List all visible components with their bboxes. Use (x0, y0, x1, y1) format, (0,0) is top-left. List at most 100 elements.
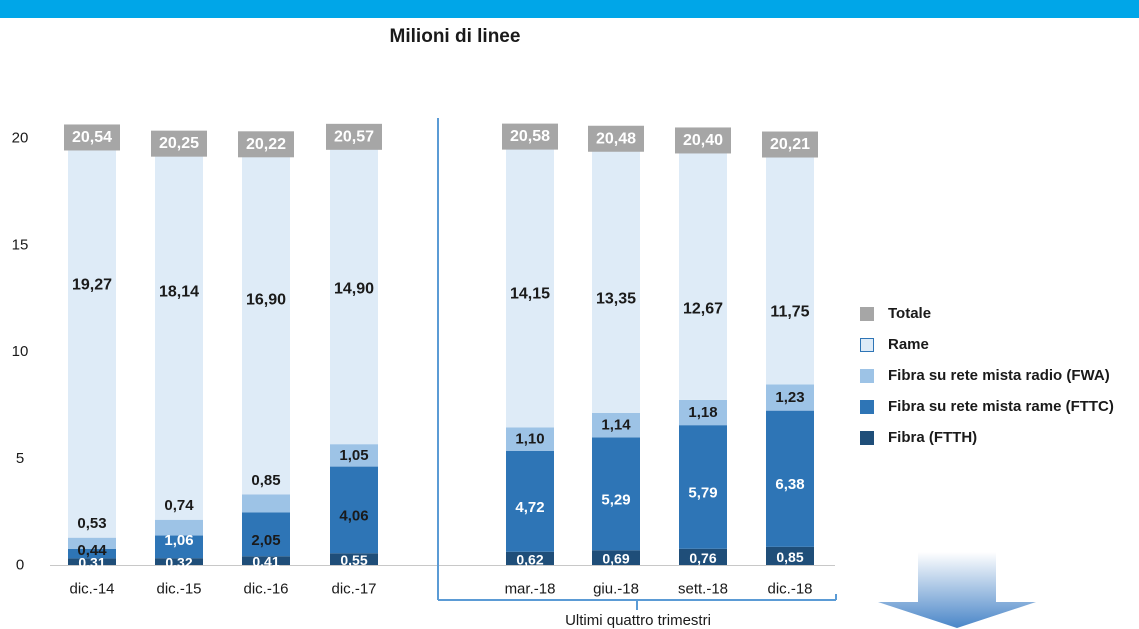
data-label-rame: 19,27 (72, 277, 112, 294)
legend-item-fwa: Fibra su rete mista radio (FWA) (860, 360, 1114, 391)
data-label-ftth: 0,31 (78, 555, 105, 571)
data-label-ftth: 0,32 (165, 555, 192, 571)
bar-segment-fttc (506, 450, 554, 552)
legend-label-ftth: Fibra (FTTH) (888, 429, 978, 446)
total-data-label: 20,54 (72, 129, 112, 146)
legend-label-totale: Totale (888, 305, 932, 322)
data-label-fwa: 1,23 (775, 389, 804, 406)
total-data-label: 20,21 (770, 136, 810, 153)
data-label-ftth: 0,55 (340, 552, 367, 568)
data-label-rame: 14,90 (334, 281, 374, 298)
x-tick-label: giu.-18 (593, 581, 639, 598)
data-label-fwa: 1,14 (601, 417, 631, 434)
bar-segment-fttc (679, 425, 727, 549)
bar-segment-ftth (506, 551, 554, 565)
legend-swatch-totale (860, 306, 874, 321)
bar-segment-ftth (679, 548, 727, 565)
total-label-box (502, 123, 558, 150)
bar-segment-fttc (766, 410, 814, 547)
total-data-label: 20,58 (510, 128, 550, 145)
total-label-box (326, 123, 382, 150)
legend-swatch-ftth (860, 430, 874, 445)
x-tick-label: sett.-18 (678, 581, 728, 598)
legend-item-ftth: Fibra (FTTH) (860, 422, 1114, 453)
data-label-fwa: 1,05 (339, 447, 368, 464)
total-data-label: 20,25 (159, 135, 199, 152)
bar-segment-fwa (330, 444, 378, 467)
legend-swatch-fttc (860, 399, 874, 414)
data-label-rame: 13,35 (596, 291, 636, 308)
chart-legend: Totale Rame Fibra su rete mista radio (F… (860, 298, 1114, 453)
bar-segment-ftth (242, 556, 290, 565)
bar-segment-ftth (155, 558, 203, 565)
total-label-box (238, 131, 294, 158)
data-label-ftth: 0,62 (516, 551, 543, 567)
chart-title: Milioni di linee (389, 26, 521, 47)
bar-segment-rame (330, 126, 378, 445)
data-label-rame: 11,75 (770, 304, 809, 321)
data-label-rame: 16,90 (246, 292, 286, 309)
bar-segment-fwa (68, 537, 116, 549)
data-label-ftth: 0,76 (689, 550, 716, 566)
data-label-fttc: 2,05 (251, 532, 280, 549)
bar-segment-fwa (506, 427, 554, 451)
data-label-fwa: 0,85 (251, 472, 280, 489)
bar-segment-rame (506, 125, 554, 428)
data-label-ftth: 0,41 (252, 554, 279, 570)
total-data-label: 20,40 (683, 132, 723, 149)
data-label-fwa: 1,18 (688, 404, 717, 421)
legend-label-rame: Rame (888, 336, 929, 353)
data-label-fttc: 5,29 (601, 491, 630, 508)
bar-segment-fttc (242, 512, 290, 557)
x-tick-label: dic.-14 (69, 581, 114, 598)
header-bar (0, 0, 1139, 18)
legend-label-fttc: Fibra su rete mista rame (FTTC) (888, 398, 1114, 415)
bar-segment-rame (592, 127, 640, 413)
bar-segment-rame (242, 133, 290, 495)
bar-segment-ftth (68, 558, 116, 565)
legend-item-totale: Totale (860, 298, 1114, 329)
bar-segment-ftth (592, 550, 640, 565)
x-tick-label: dic.-18 (767, 581, 812, 598)
bar-segment-fwa (766, 384, 814, 411)
bar-segment-rame (155, 132, 203, 520)
bar-segment-fwa (592, 412, 640, 438)
bar-segment-fttc (155, 535, 203, 559)
y-tick-label: 5 (16, 450, 24, 467)
data-label-fttc: 4,72 (515, 499, 544, 516)
bar-segment-fttc (592, 437, 640, 551)
data-label-ftth: 0,69 (602, 551, 629, 567)
y-tick-label: 0 (16, 557, 24, 574)
x-tick-label: dic.-16 (243, 581, 288, 598)
bar-segment-ftth (766, 546, 814, 565)
x-tick-label: dic.-15 (156, 581, 201, 598)
data-label-fttc: 1,06 (164, 532, 193, 549)
bar-segment-fttc (68, 548, 116, 559)
y-tick-label: 20 (12, 130, 29, 147)
bar-segment-rame (68, 126, 116, 538)
data-label-fttc: 0,44 (77, 542, 107, 559)
bar-segment-fttc (330, 466, 378, 554)
total-label-box (151, 130, 207, 157)
y-tick-label: 15 (12, 236, 29, 253)
bar-segment-rame (766, 133, 814, 385)
bar-segment-fwa (679, 399, 727, 426)
x-tick-label: mar.-18 (505, 581, 556, 598)
legend-item-rame: Rame (860, 329, 1114, 360)
total-label-box (588, 125, 644, 152)
total-label-box (675, 127, 731, 154)
total-data-label: 20,48 (596, 130, 636, 147)
bar-segment-fwa (155, 519, 203, 536)
data-label-fwa: 0,53 (77, 515, 106, 532)
group-bracket-label: Ultimi quattro trimestri (565, 612, 711, 629)
data-label-fwa: 0,74 (164, 497, 194, 514)
x-tick-label: dic.-17 (331, 581, 376, 598)
bar-segment-fwa (242, 494, 290, 513)
data-label-fttc: 6,38 (775, 476, 804, 493)
y-tick-label: 10 (12, 343, 29, 360)
data-label-rame: 12,67 (683, 301, 723, 318)
bar-segment-rame (679, 129, 727, 400)
data-label-ftth: 0,85 (776, 549, 803, 565)
legend-swatch-fwa (860, 368, 874, 383)
total-data-label: 20,57 (334, 128, 374, 145)
